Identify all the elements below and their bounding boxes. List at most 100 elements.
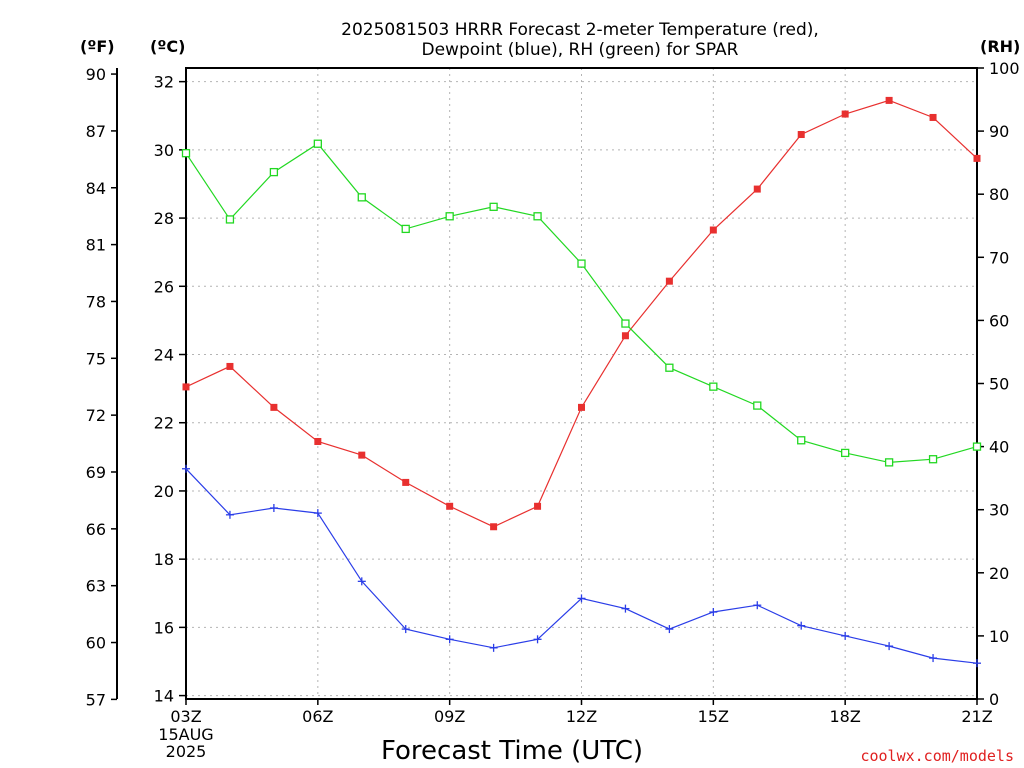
fahrenheit-tick-label: 69 [86, 463, 106, 482]
dewpoint-point [709, 608, 718, 617]
rh-point [489, 202, 498, 211]
x-tick-label: 06Z [302, 707, 333, 726]
rh-point [577, 259, 586, 268]
celsius-tick-label: 28 [154, 209, 174, 228]
rh-tick-label: 100 [989, 59, 1020, 78]
celsius-tick-label: 20 [154, 482, 174, 501]
rh-point [797, 436, 806, 445]
temperature-point [358, 451, 366, 459]
temperature-point [534, 502, 542, 510]
temperature-point [182, 383, 190, 391]
celsius-axis-label: (ºC) [150, 37, 185, 56]
temperature-point [578, 403, 585, 411]
dewpoint-point [753, 601, 762, 610]
celsius-tick-label: 22 [154, 414, 174, 433]
x-tick-date-label: 2025 [166, 742, 207, 761]
chart-title-line-1: 2025081503 HRRR Forecast 2-meter Tempera… [341, 20, 819, 40]
dewpoint-point [357, 577, 366, 586]
temperature-point [446, 502, 454, 510]
rh-point [709, 382, 718, 391]
temperature-point [753, 185, 761, 193]
celsius-tick-label: 18 [154, 550, 174, 569]
rh-tick-label: 0 [989, 690, 999, 709]
rh-tick-label: 50 [989, 375, 1009, 394]
rh-point [665, 363, 674, 372]
x-tick-label: 15Z [698, 707, 729, 726]
temperature-point [270, 403, 278, 411]
x-tick-label: 09Z [434, 707, 465, 726]
chart-title-line-2: Dewpoint (blue), RH (green) for SPAR [422, 40, 739, 60]
rh-tick-label: 10 [989, 627, 1009, 646]
temperature-point [797, 131, 805, 139]
temperature-point [973, 154, 981, 162]
rh-axis-label: (RH) [980, 37, 1020, 56]
x-axis-title: Forecast Time (UTC) [381, 736, 643, 766]
fahrenheit-axis-label: (ºF) [80, 37, 115, 56]
fahrenheit-tick-label: 63 [86, 577, 106, 596]
fahrenheit-tick-label: 78 [86, 292, 106, 311]
celsius-tick-label: 14 [154, 687, 174, 706]
dewpoint-point [182, 464, 190, 473]
rh-point [445, 212, 454, 221]
dewpoint-point [225, 510, 234, 519]
x-tick-label: 18Z [830, 707, 861, 726]
celsius-tick-label: 32 [154, 73, 174, 92]
fahrenheit-tick-label: 72 [86, 406, 106, 425]
dewpoint-point [621, 604, 630, 613]
rh-point [841, 448, 850, 458]
celsius-tick-label: 26 [154, 277, 174, 296]
rh-point [928, 455, 938, 464]
dewpoint-point [401, 625, 410, 634]
fahrenheit-tick-label: 57 [86, 690, 106, 709]
rh-point [533, 212, 542, 221]
rh-tick-label: 40 [989, 438, 1009, 457]
x-tick-label: 03Z [170, 707, 201, 726]
rh-point [269, 167, 279, 177]
fahrenheit-tick-label: 60 [86, 634, 106, 653]
rh-point [225, 215, 235, 224]
x-tick-date-label: 15AUG [158, 725, 213, 744]
dewpoint-point [577, 594, 586, 603]
rh-point [357, 193, 366, 202]
temperature-point [929, 113, 937, 121]
dewpoint-point [841, 631, 850, 640]
credit-link[interactable]: coolwx.com/models [860, 747, 1014, 765]
dewpoint-point [665, 625, 674, 634]
dewpoint-point [313, 509, 322, 518]
rh-tick-label: 60 [989, 311, 1009, 330]
celsius-tick-label: 24 [154, 346, 174, 365]
celsius-tick-label: 30 [154, 141, 174, 160]
temperature-point [709, 226, 717, 234]
temperature-point [665, 277, 673, 285]
temperature-point [885, 96, 893, 104]
rh-tick-label: 80 [989, 185, 1009, 204]
dewpoint-point [533, 635, 542, 644]
temperature-point [490, 523, 498, 531]
rh-point [181, 149, 191, 158]
x-tick-label: 12Z [566, 707, 597, 726]
temperature-point [621, 332, 629, 340]
rh-point [753, 401, 762, 410]
rh-tick-label: 70 [989, 248, 1009, 267]
rh-point [621, 319, 630, 328]
dewpoint-point [797, 621, 806, 630]
rh-point [401, 224, 410, 234]
rh-tick-label: 90 [989, 122, 1009, 141]
fahrenheit-tick-label: 87 [86, 122, 106, 141]
temperature-point [226, 362, 234, 370]
fahrenheit-tick-label: 84 [86, 179, 106, 198]
dewpoint-point [973, 659, 981, 668]
temperature-point [402, 478, 410, 486]
fahrenheit-tick-label: 66 [86, 520, 106, 539]
temperature-point [841, 110, 849, 118]
celsius-tick-label: 16 [154, 618, 174, 637]
fahrenheit-tick-label: 81 [86, 236, 106, 255]
axes: 57 60 63 66 69 72 75 78 81 84 87 90 14 16 18 20 22 24 26 28… [86, 59, 1020, 761]
rh-point [313, 139, 322, 148]
rh-point [972, 442, 982, 451]
x-tick-label: 21Z [961, 707, 992, 726]
rh-tick-label: 30 [989, 501, 1009, 520]
temperature-point [314, 437, 322, 445]
